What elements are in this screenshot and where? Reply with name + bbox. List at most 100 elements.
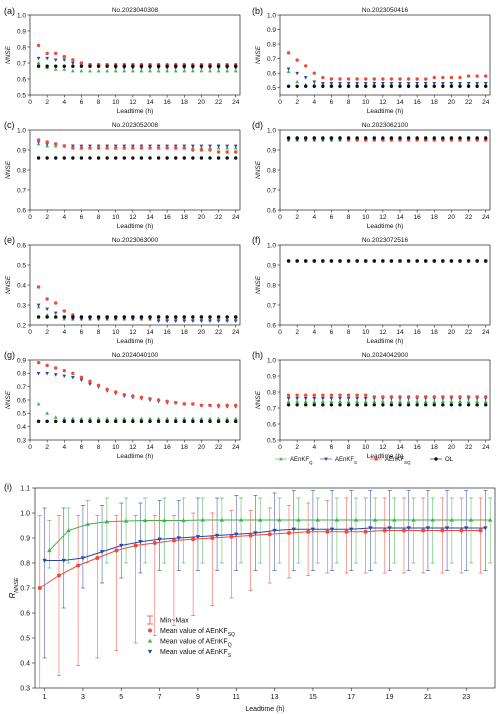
data-point-aenkf-q [389,399,394,403]
data-point-ol [191,419,195,424]
panel-title: No.2024042900 [362,352,409,359]
panel-title: No.2023050416 [362,7,409,14]
x-tick-label: 14 [146,214,154,221]
data-point-aenkf-s [338,82,342,86]
y-tick-label: 0.8 [17,167,26,174]
y-tick-label: 0.5 [267,85,276,92]
data-point-ol [338,403,342,407]
data-point-ol [139,419,144,424]
data-point-aenkf-s [199,144,204,149]
data-point-aenkf-sq [415,77,419,81]
mean-point-aenkf-q [181,518,186,523]
data-point-ol [312,136,316,140]
data-point-aenkf-s [449,82,454,86]
x-tick-label: 6 [80,214,84,221]
data-point-ol [381,403,385,407]
mean-point-aenkf-s [176,536,181,541]
panel-label: (h) [252,350,263,360]
data-point-aenkf-q [88,68,92,73]
x-tick-label: 24 [232,214,240,221]
data-point-aenkf-sq [79,375,84,380]
panel-label: (c) [4,120,15,130]
x-tick-label: 0 [278,444,282,451]
mean-point-aenkf-s [272,528,277,533]
x-tick-label: 20 [448,444,456,451]
mean-point-aenkf-q [411,517,416,522]
data-point-aenkf-s [225,144,230,149]
x-tick-label: 0 [278,329,282,336]
data-point-ol [389,136,394,140]
x-tick-label: 12 [379,329,387,336]
data-point-aenkf-q [423,399,428,403]
data-point-aenkf-sq [216,403,221,408]
data-point-aenkf-s [303,76,308,80]
mean-point-aenkf-q [277,517,282,522]
data-point-ol [216,315,221,319]
x-axis-label: Leadtime (h) [367,338,404,345]
x-tick-label: 10 [112,99,120,106]
data-point-aenkf-s [286,67,291,71]
mean-point-aenkf-q [488,517,493,522]
data-point-aenkf-s [398,82,402,86]
x-tick-label: 1 [43,694,47,701]
x-tick-label: 8 [347,99,351,106]
data-point-ol [449,259,454,263]
x-axis-label: Leadtime (h) [367,453,404,460]
data-point-ol [415,403,419,407]
data-point-ol [286,136,291,140]
data-point-ol [458,136,462,140]
x-tick-label: 8 [347,214,351,221]
x-tick-label: 24 [482,214,490,221]
plot-frame [279,359,491,441]
data-point-aenkf-q [346,399,351,403]
mean-point-aenkf-sq [344,529,349,534]
x-tick-label: 4 [62,99,66,106]
mean-point-aenkf-sq [478,528,483,533]
data-point-aenkf-q [458,399,462,403]
mean-point-aenkf-q [47,548,52,553]
data-point-aenkf-sq [364,393,368,397]
data-point-ol [372,259,376,263]
y-tick-label: 0.6 [267,207,276,214]
mean-point-aenkf-q [334,517,340,522]
data-point-ol [79,419,84,424]
plot-frame [279,129,491,211]
y-tick-label: 0.9 [267,147,276,154]
y-tick-label: 0.8 [17,44,26,51]
data-point-aenkf-q [216,416,221,421]
data-point-ol [466,259,471,263]
data-point-aenkf-q [122,416,127,421]
x-tick-label: 18 [431,329,439,336]
data-point-ol [199,315,204,319]
x-tick-label: 12 [379,444,387,451]
data-point-ol [182,64,186,68]
mean-point-aenkf-sq [229,534,234,539]
panel-title: No.2023052008 [112,122,159,129]
data-point-aenkf-q [36,401,41,406]
data-point-ol [329,259,334,263]
mean-point-aenkf-sq [56,573,61,578]
data-point-ol [165,156,169,160]
y-tick-label: 0.6 [17,397,26,404]
mean-point-aenkf-q [162,518,167,523]
data-point-ol [88,419,92,424]
data-point-aenkf-sq [432,395,436,399]
data-point-aenkf-q [406,399,411,403]
data-point-aenkf-sq [355,393,359,397]
mean-point-aenkf-s [119,543,124,548]
data-point-ol [36,419,41,424]
data-point-aenkf-sq [295,393,299,397]
x-tick-label: 8 [347,444,351,451]
data-point-aenkf-s [70,317,75,322]
x-tick-label: 20 [198,99,206,106]
y-tick-label: 0.9 [20,536,30,543]
mean-point-aenkf-s [42,558,47,563]
data-point-aenkf-q [165,68,170,73]
data-point-aenkf-sq [79,61,84,65]
data-point-aenkf-s [406,82,411,86]
legend-label: Mean value of AEnKFS [160,649,232,659]
x-tick-label: 12 [379,214,387,221]
data-point-aenkf-sq [406,77,411,81]
